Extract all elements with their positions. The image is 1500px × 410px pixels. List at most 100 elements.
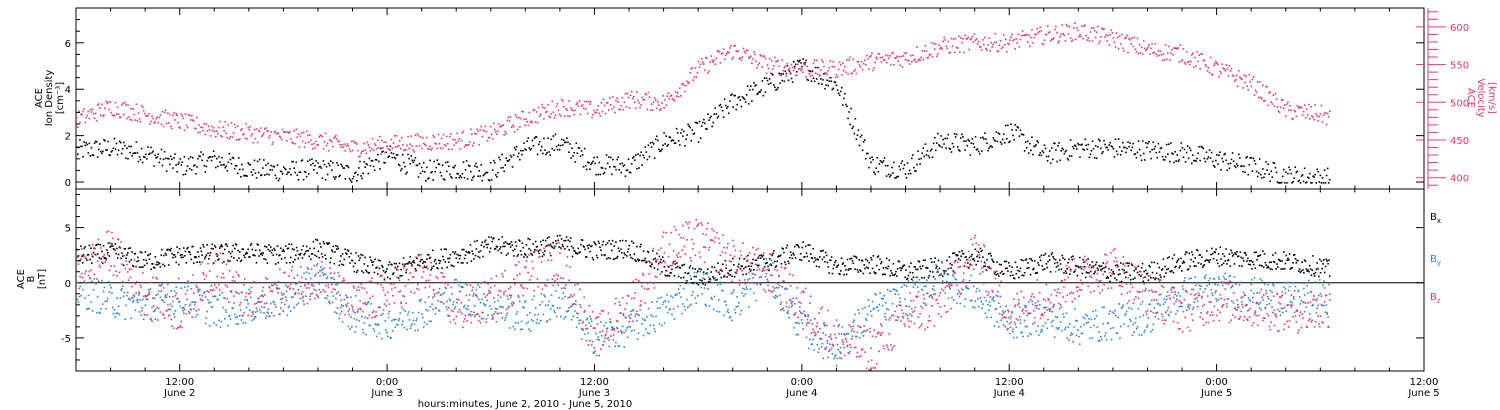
density-point: [1134, 153, 1137, 155]
by-point: [829, 336, 832, 339]
velocity-point: [297, 133, 300, 135]
by-point: [776, 295, 779, 298]
by-point: [468, 299, 470, 301]
density-point: [693, 132, 696, 135]
bx-point: [330, 249, 333, 251]
bx-point: [912, 276, 915, 279]
by-point: [446, 308, 448, 311]
bx-point: [315, 238, 317, 241]
bx-point: [932, 275, 935, 278]
bx-point: [707, 281, 710, 283]
density-point: [1087, 143, 1090, 146]
bx-point: [836, 265, 839, 267]
density-point: [337, 164, 339, 167]
velocity-point: [415, 145, 418, 147]
bx-point: [935, 267, 937, 269]
bx-point: [688, 267, 691, 269]
bx-point: [452, 265, 455, 268]
density-point: [404, 165, 406, 168]
by-point: [121, 285, 124, 287]
bx-point: [1007, 270, 1009, 272]
bx-point: [303, 253, 305, 256]
velocity-point: [932, 43, 935, 45]
by-point: [491, 314, 494, 317]
bx-point: [130, 259, 132, 261]
density-point: [720, 106, 723, 108]
velocity-point: [833, 66, 836, 68]
velocity-point: [1085, 34, 1088, 37]
density-point: [789, 72, 792, 75]
by-point: [240, 319, 243, 321]
bx-point: [824, 260, 826, 263]
velocity-point: [181, 115, 184, 117]
density-point: [80, 145, 82, 148]
bx-point: [618, 250, 621, 252]
bx-point: [661, 256, 664, 258]
bx-point: [81, 262, 84, 264]
velocity-point: [1285, 115, 1287, 118]
bx-point: [849, 258, 851, 260]
by-point: [213, 295, 216, 297]
density-point: [344, 177, 347, 180]
density-point: [410, 155, 412, 157]
by-point: [489, 291, 492, 293]
bx-point: [793, 253, 795, 256]
bx-point: [1142, 280, 1145, 283]
by-point: [205, 317, 208, 319]
by-point: [698, 278, 701, 281]
density-point: [1282, 168, 1285, 171]
by-point: [562, 292, 565, 294]
bx-point: [86, 259, 88, 261]
bx-point: [743, 257, 746, 260]
bx-point: [889, 274, 891, 277]
density-point: [704, 122, 706, 125]
by-point: [655, 315, 657, 318]
bx-point: [205, 254, 208, 257]
density-point: [866, 152, 868, 155]
bx-point: [1221, 253, 1224, 255]
velocity-point: [382, 146, 384, 149]
density-point: [240, 176, 242, 178]
velocity-point: [950, 37, 953, 40]
bx-point: [480, 244, 483, 247]
velocity-point: [1069, 37, 1072, 39]
bx-point: [417, 254, 420, 256]
velocity-point: [802, 71, 804, 74]
density-point: [603, 171, 606, 174]
velocity-point: [379, 135, 381, 138]
density-point: [1234, 166, 1237, 169]
density-point: [1025, 146, 1028, 149]
by-point: [883, 294, 886, 297]
density-point: [1007, 124, 1009, 127]
velocity-point: [984, 36, 986, 39]
density-point: [1308, 177, 1310, 179]
bx-point: [615, 257, 618, 259]
bx-point: [1045, 263, 1048, 265]
by-point: [396, 323, 398, 326]
by-point: [527, 321, 529, 323]
bx-point: [274, 263, 277, 265]
density-point: [503, 170, 506, 173]
velocity-point: [290, 138, 292, 140]
bx-point: [355, 252, 357, 254]
bx-point: [646, 250, 649, 253]
by-point: [502, 306, 504, 309]
density-point: [1061, 147, 1064, 150]
by-point: [509, 296, 512, 299]
by-point: [565, 310, 568, 313]
by-point: [424, 301, 427, 304]
bx-point: [983, 261, 986, 264]
by-point: [234, 316, 237, 319]
density-point: [411, 159, 414, 162]
velocity-point: [994, 32, 997, 35]
velocity-point: [1328, 110, 1331, 112]
density-point: [594, 162, 596, 165]
bx-point: [613, 245, 616, 247]
velocity-point: [614, 111, 616, 114]
bx-point: [437, 267, 439, 270]
bx-point: [907, 274, 910, 277]
by-point: [838, 332, 840, 335]
density-point: [1263, 176, 1265, 179]
by-point: [433, 295, 436, 297]
bx-point: [172, 254, 175, 256]
